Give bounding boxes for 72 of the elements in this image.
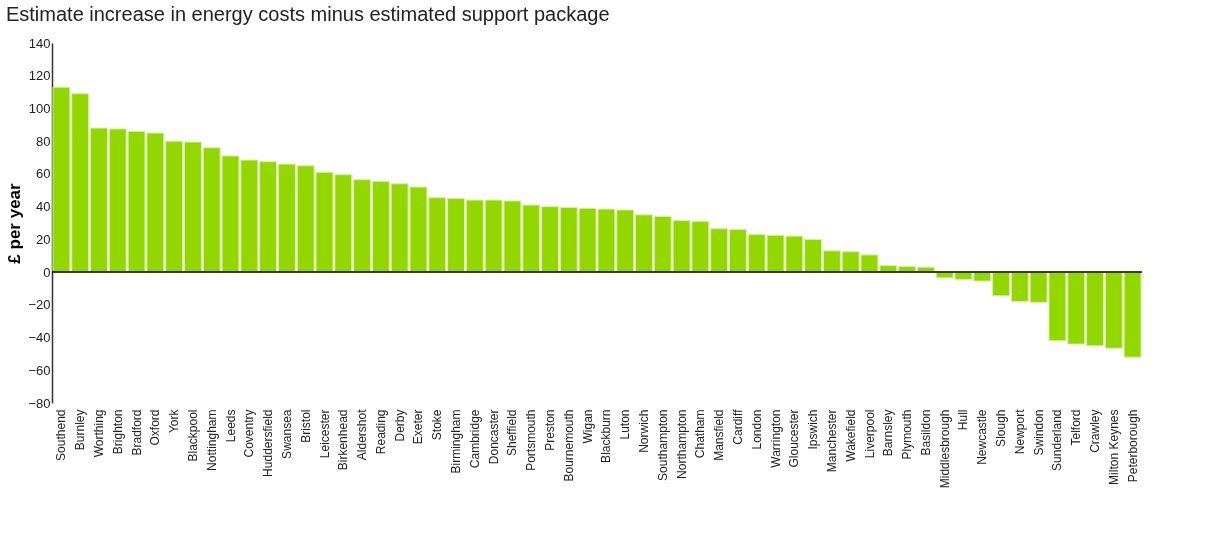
x-tick-label: Crawley	[1088, 409, 1103, 453]
x-tick-label: Worthing	[91, 409, 106, 458]
x-tick-label: Liverpool	[862, 409, 877, 459]
x-tick-label: Manchester	[824, 409, 839, 473]
x-tick-label: Derby	[392, 409, 407, 442]
x-tick-label: Huddersfield	[261, 409, 276, 477]
x-tick-label: Warrington	[768, 409, 783, 468]
y-tick-label: 20	[36, 231, 51, 247]
x-tick-label: Burnley	[73, 409, 88, 451]
x-tick-label: Wigan	[580, 409, 595, 444]
y-tick-label: −20	[28, 297, 51, 313]
x-tick-label: Hull	[956, 409, 971, 431]
x-tick-label: Nottingham	[204, 409, 219, 471]
x-tick-label: Preston	[543, 409, 558, 451]
x-tick-label: Wakefield	[843, 409, 858, 462]
x-tick-label: Newport	[1012, 408, 1027, 455]
x-tick-label: Peterborough	[1125, 409, 1140, 483]
x-tick-label: Cardiff	[730, 408, 745, 445]
x-tick-label: Swansea	[279, 409, 294, 459]
x-tick-label: London	[749, 409, 764, 450]
x-tick-label: Gloucester	[787, 409, 802, 468]
x-tick-label: Stoke	[430, 409, 445, 441]
x-tick-label: Middlesbrough	[937, 409, 952, 489]
x-tick-label: Bradford	[129, 409, 144, 456]
x-tick-label: Bournemouth	[561, 409, 576, 482]
x-tick-label: Bristol	[298, 409, 313, 443]
x-tick-label: Southend	[54, 409, 69, 461]
y-tick-label: −80	[28, 395, 51, 411]
y-axis-title: £ per year	[5, 182, 25, 264]
x-tick-label: Norwich	[636, 409, 651, 453]
x-tick-label: Portsmouth	[524, 409, 539, 471]
x-tick-label: Slough	[994, 409, 1009, 447]
y-tick-label: −40	[28, 330, 51, 346]
x-tick-label: Milton Keynes	[1106, 409, 1121, 485]
x-tick-label: Sheffield	[505, 409, 520, 456]
x-tick-label: Leeds	[223, 409, 238, 443]
x-tick-label: Basildon	[918, 409, 933, 456]
x-tick-label: Oxford	[148, 409, 163, 446]
x-tick-label: Coventry	[242, 409, 257, 458]
chart-title: Estimate increase in energy costs minus estimated support package	[5, 3, 610, 25]
x-tick-label: Blackpool	[185, 409, 200, 462]
x-tick-label: Newcastle	[975, 409, 990, 465]
y-tick-label: 80	[36, 133, 51, 149]
x-tick-label: Luton	[618, 409, 633, 440]
x-tick-label: Birkenhead	[336, 409, 351, 471]
y-tick-label: 140	[28, 35, 51, 51]
x-tick-label: Aldershot	[355, 408, 370, 461]
y-tick-label: 0	[43, 264, 51, 280]
x-tick-label: Barnsley	[881, 409, 896, 457]
y-tick-label: 100	[28, 100, 51, 116]
x-tick-label: Doncaster	[486, 409, 501, 465]
x-tick-label: Ipswich	[806, 409, 821, 450]
x-tick-label: Telford	[1069, 409, 1084, 446]
x-tick-label: Mansfield	[712, 409, 727, 461]
y-tick-label: 120	[28, 68, 51, 84]
x-tick-label: York	[167, 408, 182, 434]
y-tick-label: −60	[28, 362, 51, 378]
x-tick-label: Leicester	[317, 409, 332, 459]
x-tick-label: Sunderland	[1050, 409, 1065, 471]
x-tick-label: Birmingham	[449, 409, 464, 474]
x-tick-label: Chatham	[693, 409, 708, 459]
x-tick-label: Southampton	[655, 409, 670, 481]
x-tick-label: Northampton	[674, 409, 689, 479]
x-tick-label: Swindon	[1031, 409, 1046, 456]
x-tick-label: Brighton	[110, 409, 125, 455]
x-tick-label: Cambridge	[467, 409, 482, 469]
x-tick-label: Plymouth	[900, 409, 915, 460]
x-tick-label: Blackburn	[599, 409, 614, 463]
y-tick-label: 40	[36, 199, 51, 215]
y-tick-label: 60	[36, 166, 51, 182]
x-tick-label: Exeter	[411, 409, 426, 445]
x-tick-label: Reading	[373, 409, 388, 455]
